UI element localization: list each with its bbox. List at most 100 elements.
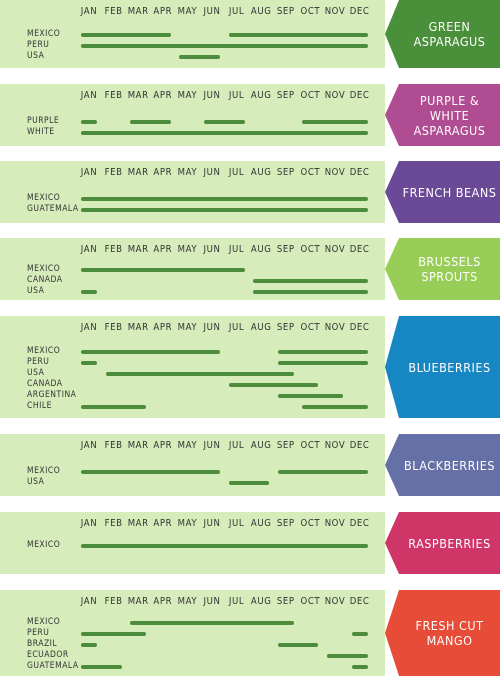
product-name: PURPLE & WHITE ASPARAGUS: [385, 84, 500, 146]
country-label: USA: [27, 286, 45, 296]
month-label: FEB: [104, 518, 123, 529]
month-label: JAN: [80, 167, 98, 178]
season-bar: [81, 544, 368, 548]
month-label: FEB: [104, 244, 123, 255]
season-bar: [277, 350, 368, 354]
month-label: JUL: [228, 322, 245, 333]
month-label: AUG: [250, 244, 272, 255]
season-bar: [351, 632, 368, 636]
month-label: MAY: [177, 322, 198, 333]
month-label: MAY: [177, 440, 198, 451]
month-label: MAY: [177, 167, 198, 178]
month-label: APR: [153, 322, 173, 333]
month-label: JUN: [203, 167, 221, 178]
month-label: SEP: [276, 440, 295, 451]
month-label: OCT: [300, 322, 321, 333]
month-label: OCT: [300, 244, 321, 255]
month-label: MAY: [177, 90, 198, 101]
product-name-line: RASPBERRIES: [408, 535, 491, 551]
product-tag-shape: [385, 238, 500, 300]
month-label: MAY: [177, 6, 198, 17]
product-tag-shape: [385, 590, 500, 676]
season-bar: [302, 405, 368, 409]
season-bar: [81, 290, 97, 294]
season-bar: [81, 470, 220, 474]
product-name-line: ASPARAGUS: [413, 122, 486, 138]
product-name: BRUSSELS SPROUTS: [385, 238, 500, 300]
month-label: MAR: [127, 6, 149, 17]
country-label: CANADA: [27, 275, 63, 285]
month-label: JUL: [228, 244, 245, 255]
month-label: APR: [153, 6, 173, 17]
product-tag-shape: [385, 434, 500, 496]
product-tag-fill: [385, 161, 500, 223]
month-label: SEP: [276, 596, 295, 607]
product-tag-fill: [385, 316, 500, 418]
month-label: DEC: [349, 596, 370, 607]
month-label: DEC: [349, 167, 370, 178]
month-label: JAN: [80, 518, 98, 529]
month-label: OCT: [300, 6, 321, 17]
season-bar: [81, 632, 147, 636]
month-label: JUL: [228, 596, 245, 607]
month-label: JUL: [228, 518, 245, 529]
product-tag: PURPLE & WHITE ASPARAGUS: [385, 84, 500, 146]
season-bar: [277, 470, 368, 474]
product-tag-shape: [385, 316, 500, 418]
month-label: FEB: [104, 167, 123, 178]
month-label: APR: [153, 90, 173, 101]
country-label: MEXICO: [27, 466, 61, 476]
country-label: WHITE: [27, 127, 55, 137]
season-bar: [327, 654, 368, 658]
month-label: NOV: [324, 518, 346, 529]
month-label: FEB: [104, 440, 123, 451]
product-tag-shape: [385, 84, 500, 146]
month-label: OCT: [300, 596, 321, 607]
season-bar: [253, 279, 368, 283]
product-tag: FRENCH BEANS: [385, 161, 500, 223]
country-label: PURPLE: [27, 116, 60, 126]
product-tag-fill: [385, 238, 500, 300]
month-label: JUN: [203, 90, 221, 101]
product-tag-fill: [385, 84, 500, 146]
month-label: SEP: [276, 167, 295, 178]
product-panel: JAN FEB MAR APR MAY JUN JUL AUG SEP OCT NOV DEC MEXI…: [0, 316, 500, 418]
month-label: OCT: [300, 90, 321, 101]
season-bar: [81, 268, 245, 272]
season-bar: [130, 621, 294, 625]
season-bar: [204, 120, 245, 124]
month-label: MAR: [127, 322, 149, 333]
month-label: AUG: [250, 90, 272, 101]
month-label: SEP: [276, 6, 295, 17]
month-label: APR: [153, 440, 173, 451]
season-bar: [277, 394, 343, 398]
month-label: MAR: [127, 90, 149, 101]
month-label: AUG: [250, 167, 272, 178]
product-panel: JAN FEB MAR APR MAY JUN JUL AUG SEP OCT NOV DEC MEXI…: [0, 238, 500, 300]
month-label: OCT: [300, 167, 321, 178]
country-label: CANADA: [27, 379, 63, 389]
product-name-line: FRESH CUT: [415, 618, 484, 633]
season-bar: [81, 665, 122, 669]
season-bar: [277, 361, 368, 365]
product-name: BLACKBERRIES: [385, 434, 500, 496]
month-label: DEC: [349, 90, 370, 101]
month-label: AUG: [250, 440, 272, 451]
country-label: BRAZIL: [27, 639, 58, 649]
product-name-line: MANGO: [426, 633, 473, 648]
panel-background: [0, 512, 385, 574]
season-bar: [351, 665, 368, 669]
month-label: AUG: [250, 322, 272, 333]
month-label: SEP: [276, 244, 295, 255]
month-label: MAR: [127, 244, 149, 255]
month-label: APR: [153, 244, 173, 255]
country-label: USA: [27, 368, 45, 378]
month-label: JUL: [228, 167, 245, 178]
month-label: NOV: [324, 90, 346, 101]
season-bar: [81, 44, 368, 48]
season-bar: [81, 361, 97, 365]
month-label: FEB: [104, 90, 123, 101]
season-bar: [277, 643, 319, 647]
country-label: MEXICO: [27, 346, 61, 356]
product-tag: BLACKBERRIES: [385, 434, 500, 496]
